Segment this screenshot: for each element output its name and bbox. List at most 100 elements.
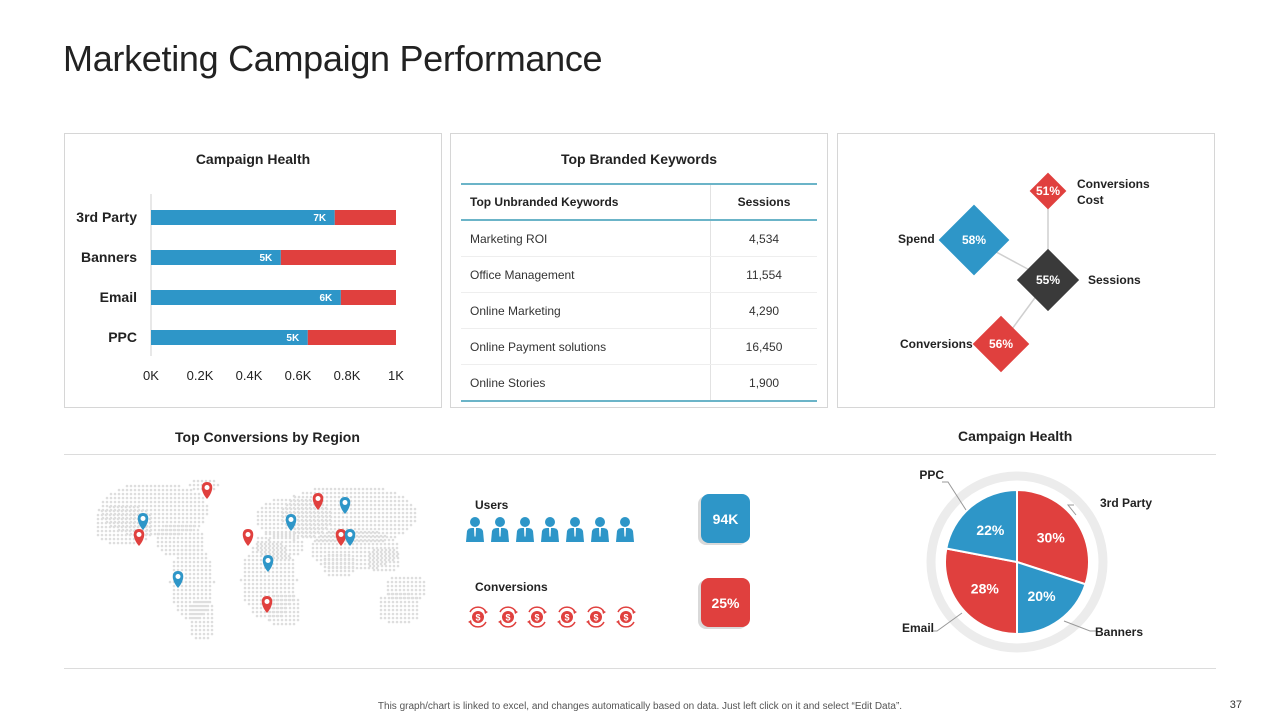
column-header-sessions: Sessions xyxy=(710,183,817,221)
map-dot xyxy=(198,608,202,612)
map-dot xyxy=(116,509,120,513)
map-dot xyxy=(204,576,208,580)
map-dot xyxy=(168,552,172,556)
map-dot xyxy=(363,554,367,558)
map-dot xyxy=(197,504,201,508)
map-dot xyxy=(185,488,189,492)
bar-segment xyxy=(151,290,341,305)
region-title: Top Conversions by Region xyxy=(175,429,360,445)
map-dot xyxy=(329,491,333,495)
map-dot xyxy=(394,584,398,588)
map-dot xyxy=(185,496,189,500)
map-dot xyxy=(176,524,180,528)
map-dot xyxy=(243,566,247,570)
map-dot xyxy=(369,499,373,503)
map-dot xyxy=(145,492,149,496)
map-dot xyxy=(339,569,343,573)
conversions-badge: 25% xyxy=(701,578,750,627)
map-dot xyxy=(124,505,128,509)
map-dot xyxy=(349,507,353,511)
map-dot xyxy=(112,509,116,513)
map-dot xyxy=(339,573,343,577)
table-header-row: Top Unbranded Keywords Sessions xyxy=(461,183,817,221)
sessions-value: 55% xyxy=(1035,273,1061,287)
map-dot xyxy=(331,565,335,569)
map-dot xyxy=(301,519,305,523)
map-dot xyxy=(349,519,353,523)
map-dot xyxy=(105,500,109,504)
map-dot xyxy=(285,507,289,511)
bar-data-label: 5K xyxy=(259,253,273,264)
map-dot xyxy=(321,531,325,535)
map-dot xyxy=(414,592,418,596)
map-dot xyxy=(283,590,287,594)
map-dot xyxy=(401,499,405,503)
map-dot xyxy=(243,598,247,602)
map-dot xyxy=(202,608,206,612)
map-dot xyxy=(329,523,333,527)
map-dot xyxy=(260,526,264,530)
map-dot xyxy=(337,507,341,511)
map-dot xyxy=(359,530,363,534)
map-dot xyxy=(177,520,181,524)
map-dot xyxy=(202,620,206,624)
map-dot xyxy=(391,608,395,612)
map-dot xyxy=(153,516,157,520)
map-dot xyxy=(284,530,288,534)
map-dot xyxy=(264,502,268,506)
map-dot xyxy=(267,578,271,582)
map-dot xyxy=(160,540,164,544)
map-dot xyxy=(392,564,396,568)
map-dot xyxy=(375,558,379,562)
map-dot xyxy=(401,507,405,511)
map-dot xyxy=(184,580,188,584)
map-dot xyxy=(329,539,333,543)
map-dot xyxy=(301,491,305,495)
map-dot xyxy=(383,616,387,620)
map-dot xyxy=(403,592,407,596)
map-dot xyxy=(287,554,291,558)
map-dot xyxy=(148,513,152,517)
map-dot xyxy=(275,562,279,566)
map-dot xyxy=(197,524,201,528)
map-dot xyxy=(176,528,180,532)
map-dot xyxy=(325,503,329,507)
map-dot xyxy=(172,564,176,568)
map-dot xyxy=(395,550,399,554)
map-dot xyxy=(390,576,394,580)
map-dot xyxy=(381,527,385,531)
map-dot xyxy=(188,612,192,616)
keyword-cell: Online Payment solutions xyxy=(461,328,711,365)
map-dot xyxy=(288,532,292,536)
map-dot xyxy=(124,533,128,537)
map-dot xyxy=(388,556,392,560)
map-dot xyxy=(365,495,369,499)
map-dot xyxy=(357,531,361,535)
map-dot xyxy=(202,612,206,616)
map-dot xyxy=(202,616,206,620)
map-dot xyxy=(200,572,204,576)
map-dot xyxy=(185,508,189,512)
map-dot xyxy=(276,552,280,556)
map-dot xyxy=(193,516,197,520)
map-dot xyxy=(383,562,387,566)
world-map xyxy=(96,479,426,640)
map-dot xyxy=(301,511,305,515)
map-dot xyxy=(176,596,180,600)
map-dot xyxy=(297,523,301,527)
map-dot xyxy=(385,511,389,515)
sessions-cell: 4,290 xyxy=(710,292,817,329)
map-dot xyxy=(177,488,181,492)
map-dot xyxy=(112,505,116,509)
map-dot xyxy=(297,515,301,519)
map-dot xyxy=(379,596,383,600)
map-dot xyxy=(180,584,184,588)
map-dot xyxy=(196,556,200,560)
map-dot xyxy=(204,588,208,592)
map-dot xyxy=(247,602,251,606)
map-dot xyxy=(387,538,391,542)
map-dot xyxy=(405,499,409,503)
map-dot xyxy=(414,584,418,588)
map-dot xyxy=(301,495,305,499)
map-dot xyxy=(180,568,184,572)
